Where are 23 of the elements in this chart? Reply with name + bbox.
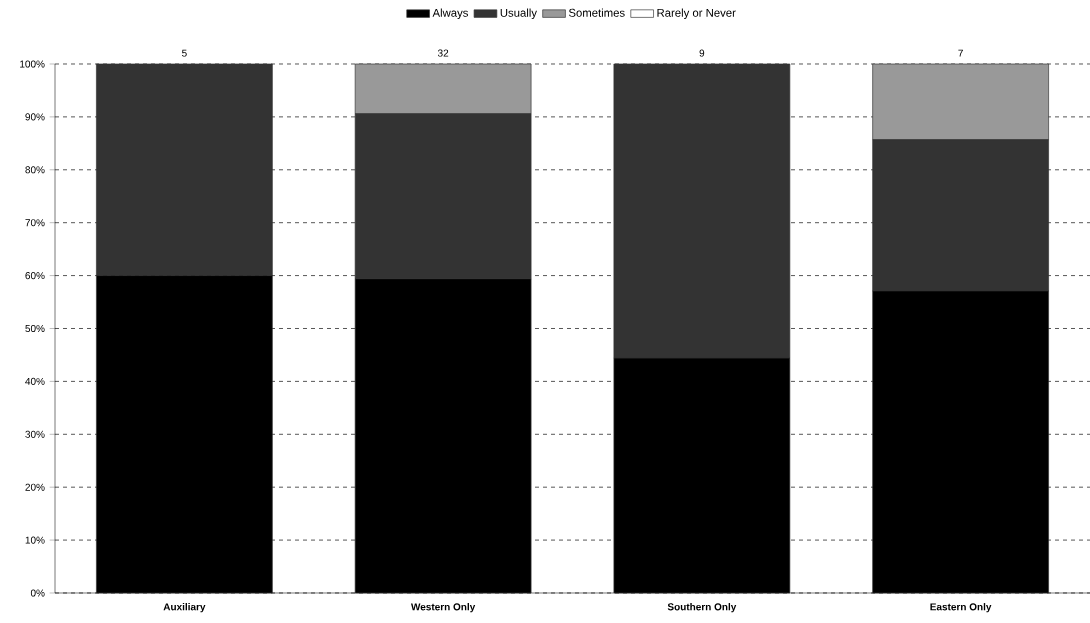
y-tick-label: 60% (25, 272, 45, 280)
annotation: 5 (182, 49, 187, 57)
y-tick-label: 50% (25, 324, 45, 333)
x-tick-label: Auxiliary (163, 603, 206, 613)
y-tick-label: 40% (25, 377, 45, 385)
legend-label: Rarely or Never (657, 8, 736, 20)
y-tick-label: 100% (20, 60, 45, 68)
y-tick-label: 10% (25, 536, 45, 544)
y-tick-label: 80% (25, 166, 45, 174)
x-tick-label: Western Only (410, 603, 476, 613)
y-tick-label: 90% (25, 113, 45, 121)
y-tick-label: 70% (25, 219, 45, 227)
legend-label: Usually (500, 8, 537, 20)
annotation: 32 (437, 49, 449, 57)
y-tick-label: 30% (25, 430, 45, 438)
y-tick-label: 20% (25, 483, 45, 491)
legend-label: Always (432, 8, 468, 20)
annotation: 7 (958, 49, 963, 57)
x-tick-label: Eastern Only (930, 603, 992, 613)
legend-label: Sometimes (568, 8, 625, 17)
y-tick-label: 0% (30, 589, 45, 597)
annotation: 9 (699, 49, 705, 57)
x-tick-label: Southern Only (667, 603, 737, 613)
